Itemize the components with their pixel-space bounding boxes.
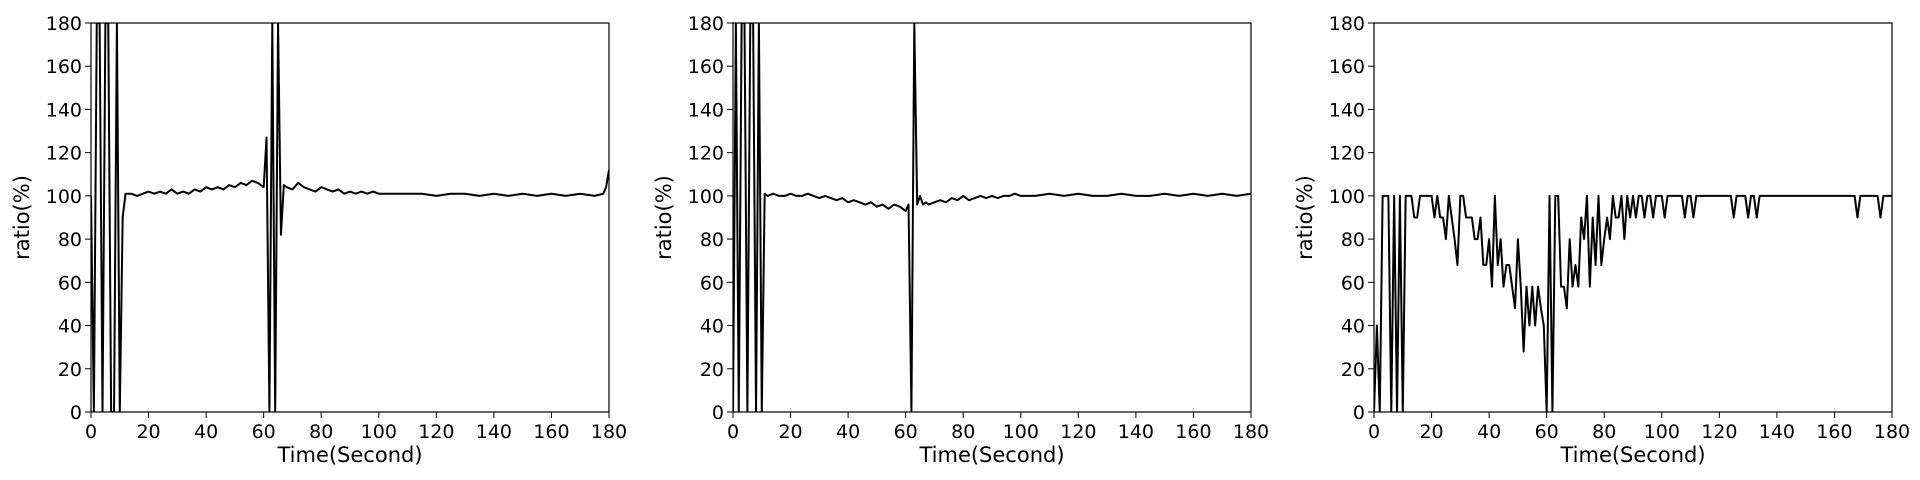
chart-right: 0 20 40 60 80 100 120 140 160 180 0 20 40 60 80 100 120 1… xyxy=(1293,13,1910,467)
x-tick-label: 80 xyxy=(1592,421,1616,443)
series-line-0 xyxy=(91,23,609,412)
y-tick-label: 60 xyxy=(1341,272,1365,294)
y-tick-label: 160 xyxy=(1329,56,1365,78)
x-tick-label: 100 xyxy=(1003,421,1039,443)
y-tick-label: 20 xyxy=(58,359,82,381)
plot-frame xyxy=(90,22,610,413)
x-tick-label: 0 xyxy=(1368,421,1380,443)
x-axis-label: Time(Second) xyxy=(1559,443,1705,467)
x-tick-label: 160 xyxy=(533,421,569,443)
x-tick-label: 180 xyxy=(1233,421,1269,443)
x-tick-label: 20 xyxy=(1419,421,1443,443)
chart-middle: 0 20 40 60 80 100 120 140 160 180 0 20 40 60 80 100 120 1… xyxy=(652,13,1269,467)
y-tick-label: 40 xyxy=(700,316,724,338)
x-tick-label: 0 xyxy=(85,421,97,443)
x-tick-label: 40 xyxy=(194,421,218,443)
y-tick-label: 180 xyxy=(46,13,82,35)
x-tick-label: 160 xyxy=(1816,421,1852,443)
x-axis-label: Time(Second) xyxy=(276,443,422,467)
x-tick-label: 60 xyxy=(252,421,276,443)
y-tick-label: 20 xyxy=(1341,359,1365,381)
plot-frame xyxy=(732,22,1252,413)
x-tick-label: 100 xyxy=(361,421,397,443)
y-tick-label: 140 xyxy=(688,99,724,121)
y-tick-label: 40 xyxy=(58,316,82,338)
x-tick-label: 40 xyxy=(836,421,860,443)
y-tick-label: 180 xyxy=(1329,13,1365,35)
y-tick-label: 140 xyxy=(1329,99,1365,121)
x-axis-label: Time(Second) xyxy=(918,443,1064,467)
x-tick-label: 20 xyxy=(778,421,802,443)
y-tick-label: 80 xyxy=(58,229,82,251)
y-tick-label: 0 xyxy=(1353,402,1365,424)
y-tick-label: 160 xyxy=(46,56,82,78)
x-tick-label: 100 xyxy=(1644,421,1680,443)
y-tick-label: 140 xyxy=(46,99,82,121)
y-tick-label: 60 xyxy=(58,272,82,294)
y-axis-label: ratio(%) xyxy=(652,175,676,260)
y-axis-label: ratio(%) xyxy=(10,175,34,260)
y-tick-label: 100 xyxy=(46,186,82,208)
y-tick-label: 80 xyxy=(700,229,724,251)
chart-left: 0 20 40 60 80 100 120 140 160 180 0 20 40 60 80 100 120 1… xyxy=(10,13,627,467)
y-tick-label: 40 xyxy=(1341,316,1365,338)
x-tick-label: 120 xyxy=(1060,421,1096,443)
y-tick-label: 120 xyxy=(46,143,82,165)
x-tick-label: 140 xyxy=(1118,421,1154,443)
x-tick-label: 120 xyxy=(1701,421,1737,443)
plot-frame xyxy=(1373,22,1893,413)
x-tick-label: 140 xyxy=(476,421,512,443)
x-tick-label: 60 xyxy=(1535,421,1559,443)
x-tick-label: 180 xyxy=(1874,421,1910,443)
x-tick-label: 0 xyxy=(727,421,739,443)
x-tick-label: 60 xyxy=(894,421,918,443)
y-tick-label: 160 xyxy=(688,56,724,78)
x-tick-label: 40 xyxy=(1477,421,1501,443)
series-line-0 xyxy=(733,23,1251,412)
x-tick-label: 20 xyxy=(136,421,160,443)
y-tick-label: 60 xyxy=(700,272,724,294)
y-tick-label: 100 xyxy=(688,186,724,208)
x-tick-label: 160 xyxy=(1175,421,1211,443)
x-tick-label: 80 xyxy=(309,421,333,443)
y-tick-label: 180 xyxy=(688,13,724,35)
y-tick-label: 120 xyxy=(1329,143,1365,165)
x-tick-label: 140 xyxy=(1759,421,1795,443)
y-tick-label: 20 xyxy=(700,359,724,381)
y-tick-label: 120 xyxy=(688,143,724,165)
x-tick-label: 80 xyxy=(951,421,975,443)
y-tick-label: 100 xyxy=(1329,186,1365,208)
series-line-0 xyxy=(1374,194,1892,412)
y-axis-label: ratio(%) xyxy=(1293,175,1317,260)
y-tick-label: 80 xyxy=(1341,229,1365,251)
y-tick-label: 0 xyxy=(712,402,724,424)
x-tick-label: 180 xyxy=(591,421,627,443)
x-tick-label: 120 xyxy=(418,421,454,443)
y-tick-label: 0 xyxy=(70,402,82,424)
